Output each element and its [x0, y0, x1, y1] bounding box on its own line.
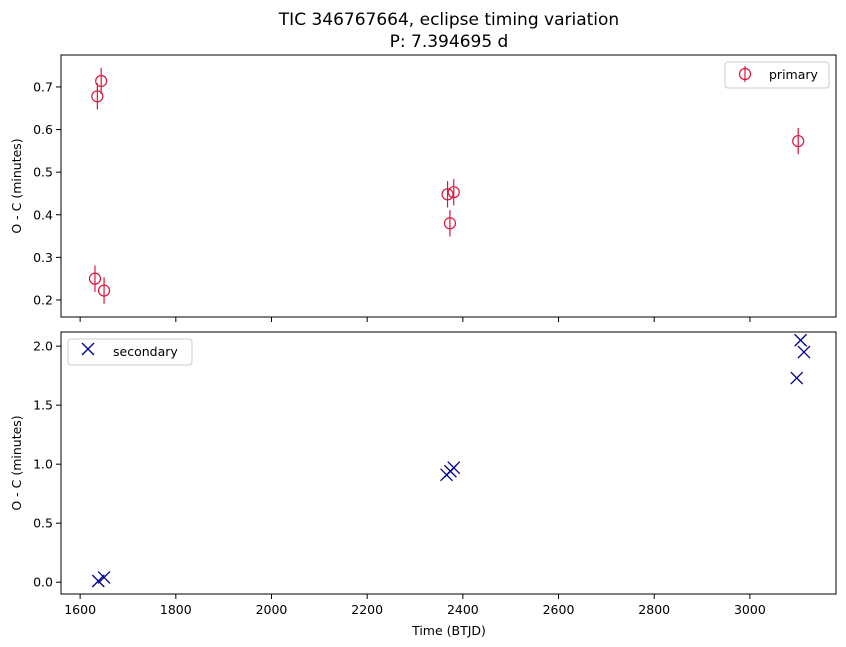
y-tick-label: 0.5: [33, 165, 53, 180]
primary-legend-marker: [738, 67, 752, 81]
primary-point: [91, 90, 104, 103]
primary-y-axis: 0.2 0.3 0.4 0.5 0.6 0.7: [33, 79, 61, 307]
y-tick-label: 2.0: [33, 339, 53, 354]
primary-point: [792, 134, 805, 148]
primary-legend-box: [724, 61, 830, 89]
y-tick-label: 1.5: [33, 398, 53, 413]
secondary-x-axis: 1600 1800 2000 2200 2400 2600 2800 3000: [64, 594, 766, 617]
x-tick-label: 1600: [64, 602, 96, 617]
secondary-legend-box: [67, 338, 193, 366]
x-axis-label: Time (BTJD): [411, 623, 486, 638]
y-tick-label: 0.4: [33, 207, 53, 222]
secondary-point: [97, 571, 111, 584]
secondary-legend-label: secondary: [113, 344, 178, 359]
y-tick-label: 0.2: [33, 292, 53, 307]
y-tick-label: 0.0: [33, 575, 53, 590]
secondary-legend-marker: [81, 342, 95, 356]
x-tick-label: 2000: [256, 602, 288, 617]
secondary-point: [794, 333, 808, 347]
primary-point: [443, 217, 457, 230]
primary-legend: primary: [724, 61, 830, 89]
primary-x-axis: [79, 317, 751, 322]
y-tick-label: 0.3: [33, 250, 53, 265]
secondary-point: [447, 461, 461, 475]
x-tick-label: 2200: [351, 602, 383, 617]
chart-title: TIC 346767664, eclipse timing variation: [278, 10, 619, 30]
primary-point: [447, 186, 460, 199]
secondary-legend: secondary: [67, 338, 193, 366]
secondary-point: [91, 574, 105, 588]
y-tick-label: 1.0: [33, 457, 53, 472]
secondary-point: [797, 345, 811, 359]
y-tick-label: 0.7: [33, 79, 53, 94]
primary-panel: 0.2 0.3 0.4 0.5 0.6 0.7 O - C (minutes) prima…: [9, 54, 837, 322]
secondary-panel: 0.0 0.5 1.0 1.5 2.0 1600 1800 2000 2200 2400 2600…: [9, 331, 837, 638]
x-tick-label: 2800: [638, 602, 670, 617]
primary-series: [88, 67, 805, 304]
primary-y-axis-label: O - C (minutes): [9, 138, 24, 233]
x-tick-label: 2400: [447, 602, 479, 617]
primary-legend-label: primary: [769, 67, 819, 82]
primary-point: [441, 188, 454, 201]
secondary-series: [91, 333, 811, 588]
y-tick-label: 0.5: [33, 516, 53, 531]
primary-point: [88, 272, 102, 285]
x-tick-label: 1800: [160, 602, 192, 617]
secondary-y-axis: 0.0 0.5 1.0 1.5 2.0: [33, 339, 61, 590]
x-tick-label: 3000: [734, 602, 766, 617]
x-tick-label: 2600: [543, 602, 575, 617]
y-tick-label: 0.6: [33, 122, 53, 137]
primary-plot-frame: [60, 54, 837, 318]
primary-point: [97, 284, 111, 297]
chart-subtitle: P: 7.394695 d: [390, 32, 509, 52]
secondary-plot-frame: [60, 331, 837, 595]
secondary-y-axis-label: O - C (minutes): [9, 415, 24, 510]
secondary-point: [790, 371, 804, 385]
primary-point: [95, 74, 108, 88]
